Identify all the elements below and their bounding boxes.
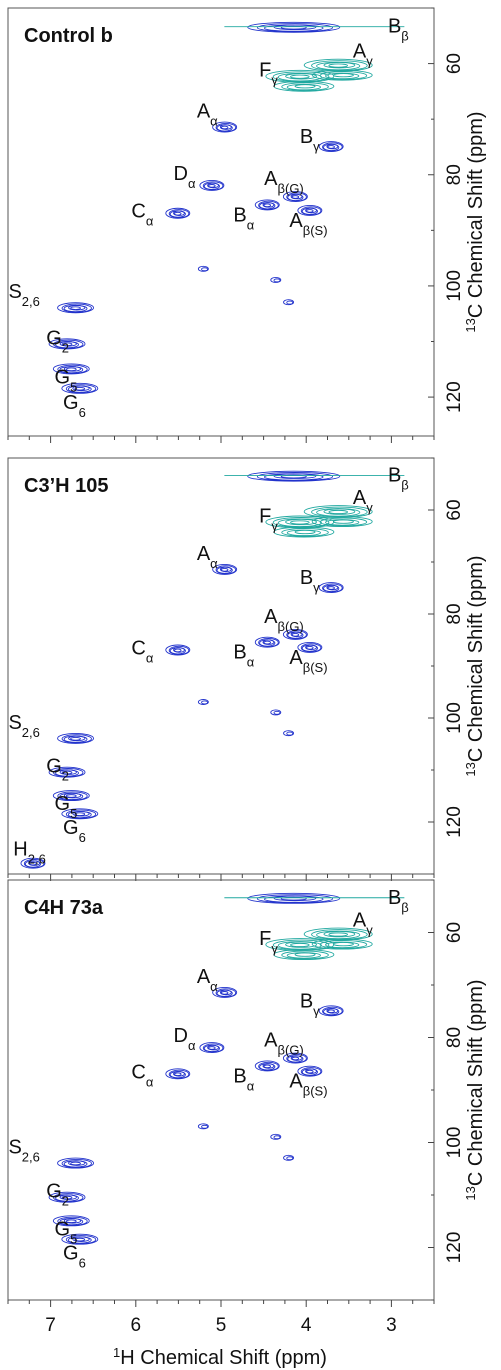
plot-frame: [7, 7, 435, 437]
peak-label-a: Aβ(G): [264, 606, 304, 634]
peak-label-g: G6: [63, 392, 86, 420]
peak-label-b: Bβ: [388, 465, 409, 493]
lignin-contours: [20, 470, 344, 869]
peak-label-d: Dα: [173, 1025, 195, 1053]
peak-label-s: S2,6: [8, 281, 39, 309]
peak-label-g: G2: [46, 756, 69, 784]
peak-label-s: S2,6: [8, 712, 39, 740]
y-tick-label: 120: [444, 1232, 465, 1264]
peak-label-g: G2: [46, 327, 69, 355]
peak-label-b: Bβ: [388, 887, 409, 915]
lignin-contours: [48, 892, 344, 1245]
y-axis-title: 13C Chemical Shift (ppm): [463, 111, 488, 332]
peak-label-g: G6: [63, 817, 86, 845]
x-tick-label: 7: [45, 1315, 56, 1336]
y-axis-title: 13C Chemical Shift (ppm): [463, 555, 488, 776]
x-axis-title: 1H Chemical Shift (ppm): [113, 1345, 327, 1370]
peak-label-a: Aβ(G): [264, 168, 304, 196]
x-tick-label: 3: [386, 1315, 397, 1336]
y-tick-label: 100: [444, 270, 465, 302]
polysaccharide-contours: [224, 475, 405, 538]
peak-label-c: Cα: [131, 1061, 153, 1089]
y-axis-sup: 13: [463, 1186, 478, 1200]
peak-label-c: Cα: [131, 201, 153, 229]
x-tick-label: 5: [216, 1315, 227, 1336]
polysaccharide-contours: [224, 897, 405, 961]
peak-label-a: Aγ: [353, 41, 373, 68]
peak-label-b: Bγ: [300, 126, 320, 154]
peak-label-c: Cα: [131, 637, 153, 665]
y-tick-label: 100: [444, 702, 465, 734]
peak-label-h: H2,6: [13, 839, 46, 867]
y-tick-label: 100: [444, 1127, 465, 1159]
peak-label-f: Fγ: [259, 60, 278, 88]
y-axis-label: C Chemical Shift (ppm): [465, 555, 487, 762]
y-tick-label: 60: [444, 499, 465, 520]
y-tick-label: 120: [444, 381, 465, 413]
peak-label-b: Bα: [233, 642, 254, 670]
peak-label-a: Aβ(S): [289, 210, 327, 238]
y-axis-label: C Chemical Shift (ppm): [465, 979, 487, 1186]
peak-label-b: Bβ: [388, 16, 409, 44]
peak-label-g: G6: [63, 1243, 86, 1271]
peak-label-b: Bγ: [300, 990, 320, 1018]
y-tick-label: 80: [444, 164, 465, 185]
peak-label-a: Aα: [197, 101, 218, 129]
peak-label-a: Aβ(S): [289, 1071, 327, 1099]
peak-label-g: G5: [55, 793, 78, 821]
peak-label-a: Aα: [197, 966, 218, 994]
y-axis-sup: 13: [463, 762, 478, 776]
x-tick-label: 4: [301, 1315, 312, 1336]
hsqc-panel-3: C4H 73a 60 80 100 120 13C Chemical Shift (ppm…: [7, 879, 488, 1307]
peak-label-g: G5: [55, 366, 78, 394]
y-axis-title: 13C Chemical Shift (ppm): [463, 979, 488, 1200]
y-axis-sup: 13: [463, 318, 478, 332]
y-tick-label: 80: [444, 1027, 465, 1048]
peak-label-s: S2,6: [8, 1137, 39, 1165]
peak-label-b: Bγ: [300, 567, 320, 595]
panel-title: C4H 73a: [24, 897, 104, 919]
y-axis-label: C Chemical Shift (ppm): [465, 111, 487, 318]
peak-label-a: Aγ: [353, 487, 373, 515]
peak-label-f: Fγ: [259, 505, 278, 533]
peak-label-f: Fγ: [259, 928, 278, 956]
peak-label-g: G5: [55, 1218, 78, 1246]
peak-label-a: Aβ(G): [264, 1030, 304, 1058]
peak-label-b: Bα: [233, 204, 254, 232]
x-tick-label: 6: [131, 1315, 142, 1336]
y-tick-label: 60: [444, 53, 465, 74]
y-tick-label: 120: [444, 806, 465, 838]
peak-label-b: Bα: [233, 1065, 254, 1093]
panel-title: Control b: [24, 25, 113, 47]
hsqc-panel-2: C3’H 105 60 80 100 120 13C Chemical Shift (pp…: [7, 457, 488, 881]
polysaccharide-contours: [224, 26, 405, 92]
peak-label-a: Aα: [197, 543, 218, 571]
lignin-contours: [48, 21, 344, 394]
peak-label-d: Dα: [173, 163, 195, 191]
hsqc-panel-1: Control b 60 80 100 120 13C Chemical Shift (p…: [7, 7, 488, 443]
panel-title: C3’H 105: [24, 475, 109, 497]
peak-label-g: G2: [46, 1181, 69, 1209]
y-tick-label: 80: [444, 603, 465, 624]
peak-label-a: Aγ: [353, 910, 373, 938]
y-tick-label: 60: [444, 922, 465, 943]
peak-label-a: Aβ(S): [289, 647, 327, 675]
